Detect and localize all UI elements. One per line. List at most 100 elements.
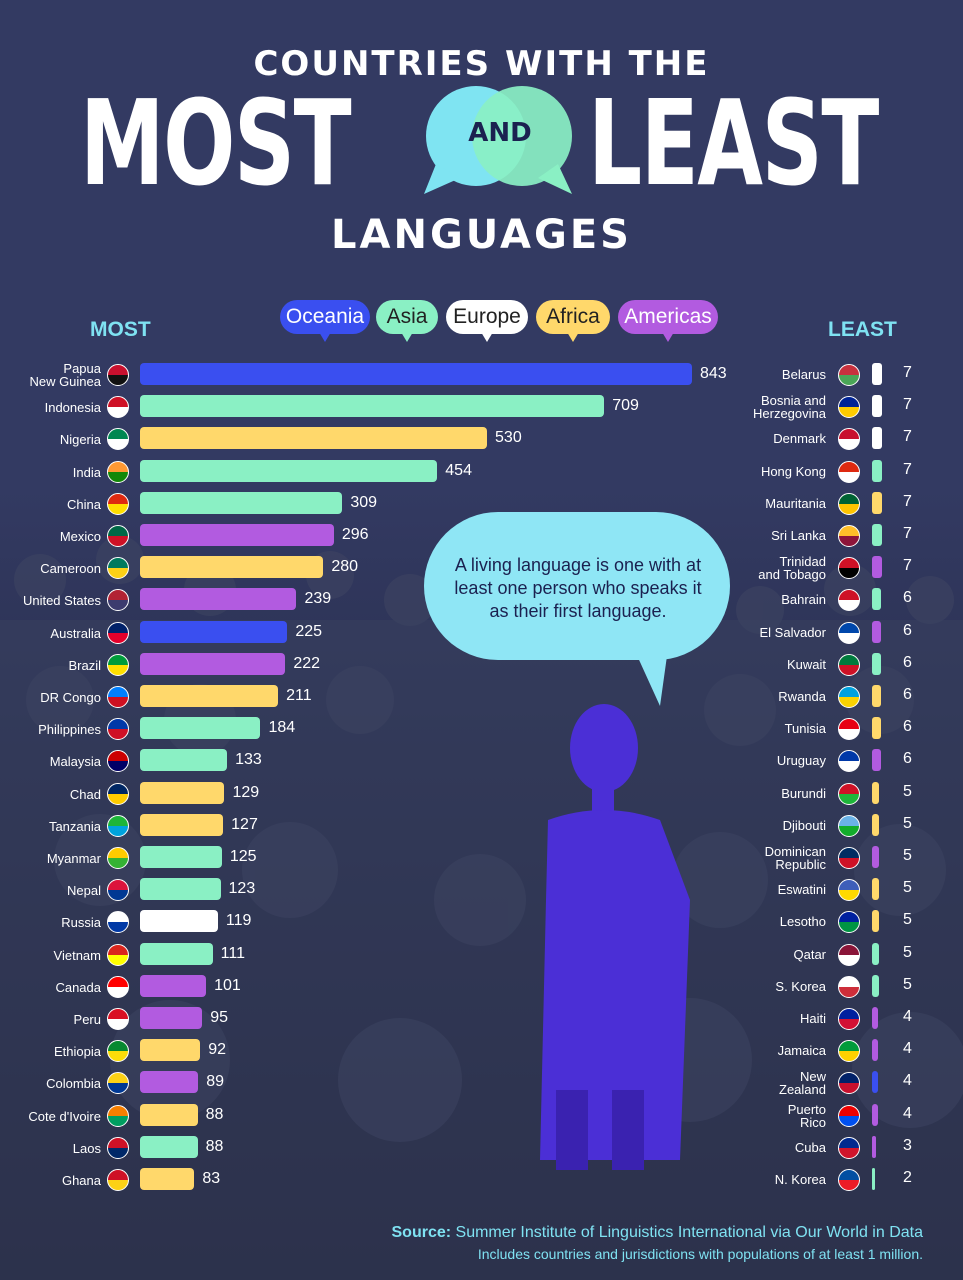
- flag-icon: [838, 1104, 860, 1127]
- least-country-label: Eswatini: [777, 882, 826, 898]
- most-country-label: Philippines: [38, 722, 101, 738]
- flag-icon: [838, 621, 860, 644]
- flag-icon: [838, 1072, 860, 1095]
- most-bar: [140, 1103, 198, 1126]
- least-bar: [872, 556, 882, 579]
- least-value-label: 4: [903, 1072, 912, 1090]
- most-value-label: 119: [225, 912, 252, 930]
- flag-icon: [107, 589, 129, 612]
- least-country-label: Tunisia: [784, 721, 826, 737]
- least-bar: [872, 459, 882, 482]
- flag-icon: [838, 589, 860, 612]
- most-country-label: Malaysia: [49, 754, 101, 770]
- least-value-label: 3: [903, 1136, 912, 1154]
- least-bar: [872, 846, 880, 868]
- least-bar: [872, 1103, 878, 1126]
- most-country-label: India: [72, 464, 101, 480]
- least-value-label: 7: [903, 396, 912, 414]
- most-bar: [140, 652, 286, 675]
- least-bar: [872, 878, 880, 901]
- flag-icon: [107, 492, 129, 515]
- most-country-label: Cameroon: [40, 561, 101, 577]
- least-value-label: 6: [903, 686, 912, 703]
- most-bar: [140, 878, 221, 901]
- most-value-label: 133: [235, 751, 262, 769]
- most-country-label: Chad: [69, 786, 101, 802]
- least-value-label: 7: [903, 460, 912, 478]
- most-country-label: United States: [22, 593, 101, 609]
- most-country-label: Papua New Guinea: [29, 361, 101, 389]
- least-value-label: 5: [903, 879, 912, 897]
- flag-icon: [107, 718, 129, 741]
- least-country-label: Haiti: [799, 1011, 826, 1026]
- flag-icon: [107, 428, 129, 451]
- least-bar: [872, 524, 882, 546]
- most-value-label: 454: [445, 461, 472, 479]
- most-country-label: Ghana: [61, 1173, 101, 1188]
- least-bar: [872, 652, 881, 675]
- legend-africa: Africa: [536, 300, 610, 342]
- most-bar: [140, 846, 222, 868]
- least-country-label: N. Korea: [774, 1172, 826, 1187]
- least-country-label: Sri Lanka: [771, 528, 826, 543]
- most-bar: [140, 427, 488, 450]
- flag-icon: [107, 1169, 129, 1191]
- flag-icon: [107, 364, 129, 386]
- most-country-label: Tanzania: [48, 818, 101, 834]
- least-heading: LEAST: [828, 318, 897, 341]
- flag-icon: [838, 750, 860, 773]
- flag-icon: [838, 686, 860, 708]
- flag-icon: [838, 364, 860, 386]
- least-country-label: Rwanda: [778, 689, 826, 704]
- most-value-label: 530: [495, 429, 522, 447]
- most-bar: [140, 942, 213, 965]
- most-bar: [140, 749, 228, 772]
- legend-americas: Americas: [618, 300, 718, 342]
- most-country-label: Brazil: [68, 657, 101, 673]
- most-value-label: 296: [341, 526, 369, 543]
- least-value-label: 5: [903, 911, 912, 929]
- flag-icon: [107, 943, 129, 966]
- most-bar: [140, 1007, 203, 1029]
- most-value-label: 222: [293, 654, 321, 672]
- most-bar: [140, 974, 207, 997]
- title-and: AND: [468, 118, 532, 148]
- least-bar: [872, 1168, 875, 1190]
- least-bar: [872, 620, 881, 643]
- flag-icon: [838, 847, 860, 869]
- flag-icon: [107, 1136, 129, 1159]
- least-country-label: Trinidad and Tobago: [758, 554, 826, 583]
- flag-icon: [838, 975, 860, 998]
- flag-icon: [838, 653, 860, 676]
- most-value-label: 127: [231, 815, 258, 833]
- flag-icon: [107, 975, 129, 998]
- most-value-label: 129: [232, 783, 260, 801]
- flag-icon: [107, 460, 129, 483]
- flag-icon: [838, 492, 860, 515]
- least-value-label: 7: [903, 364, 912, 381]
- flag-icon: [107, 1040, 129, 1063]
- most-value-label: 184: [268, 719, 296, 737]
- most-country-label: Nigeria: [59, 432, 101, 448]
- flag-icon: [107, 525, 129, 547]
- least-value-label: 7: [903, 525, 912, 542]
- most-value-label: 709: [612, 397, 639, 415]
- most-country-label: Indonesia: [44, 400, 101, 416]
- most-value-label: 88: [205, 1105, 224, 1123]
- least-bar: [872, 717, 881, 740]
- legend-asia: Asia: [376, 300, 438, 342]
- most-value-label: 125: [229, 848, 257, 865]
- least-value-label: 4: [903, 1008, 912, 1025]
- source-text: Summer Institute of Linguistics Internat…: [455, 1224, 923, 1241]
- least-country-label: Dominican Republic: [764, 844, 826, 872]
- flag-icon: [107, 879, 129, 902]
- most-bar: [140, 781, 225, 804]
- most-country-label: Ethiopia: [54, 1044, 101, 1060]
- least-value-label: 7: [903, 557, 912, 575]
- most-country-label: Myanmar: [46, 851, 101, 866]
- flag-icon: [107, 1072, 129, 1095]
- least-value-label: 4: [903, 1040, 912, 1058]
- flag-icon: [107, 814, 129, 837]
- most-country-label: Australia: [50, 625, 101, 641]
